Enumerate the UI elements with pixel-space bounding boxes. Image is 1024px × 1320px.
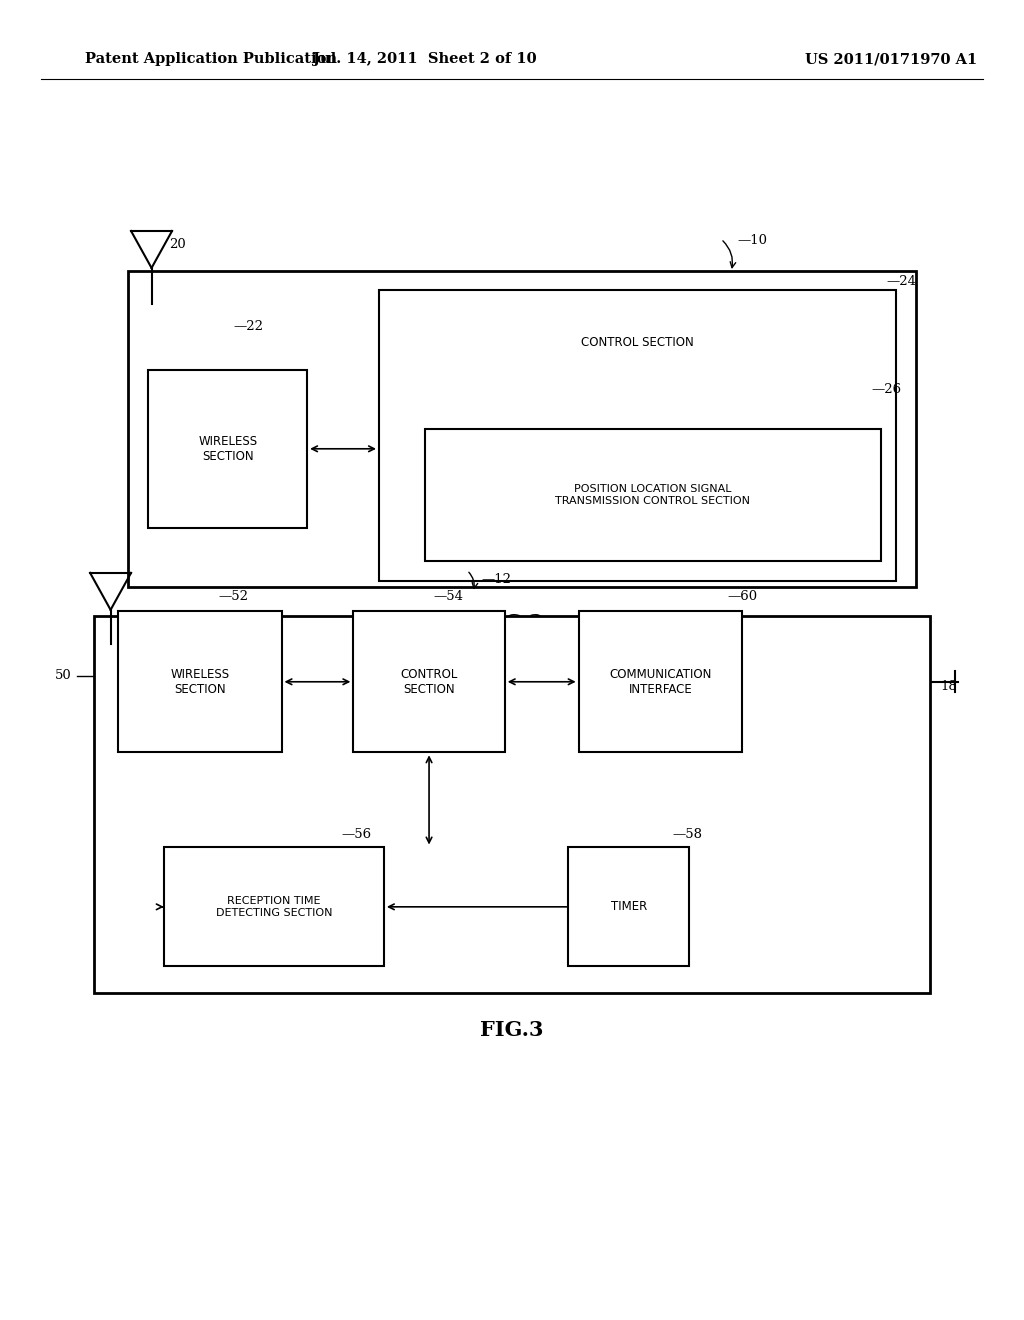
Bar bbox=[128, 271, 916, 587]
Bar bbox=[379, 290, 896, 581]
Text: FIG.2: FIG.2 bbox=[480, 612, 544, 634]
Bar bbox=[579, 611, 742, 752]
Text: —12: —12 bbox=[481, 573, 511, 586]
Text: CONTROL
SECTION: CONTROL SECTION bbox=[400, 668, 458, 696]
Text: —54: —54 bbox=[433, 590, 463, 603]
Text: 50: 50 bbox=[55, 669, 72, 682]
Text: 20: 20 bbox=[169, 238, 185, 251]
Bar bbox=[94, 616, 930, 993]
Bar bbox=[568, 847, 689, 966]
Text: POSITION LOCATION SIGNAL
TRANSMISSION CONTROL SECTION: POSITION LOCATION SIGNAL TRANSMISSION CO… bbox=[555, 484, 751, 506]
Text: —60: —60 bbox=[727, 590, 757, 603]
Text: Patent Application Publication: Patent Application Publication bbox=[85, 53, 337, 66]
Text: FIG.3: FIG.3 bbox=[480, 1019, 544, 1040]
Text: —52: —52 bbox=[218, 590, 248, 603]
Text: COMMUNICATION
INTERFACE: COMMUNICATION INTERFACE bbox=[609, 668, 712, 696]
Text: —58: —58 bbox=[673, 828, 702, 841]
Bar bbox=[118, 611, 282, 752]
Text: WIRELESS
SECTION: WIRELESS SECTION bbox=[199, 434, 257, 463]
Text: Jul. 14, 2011  Sheet 2 of 10: Jul. 14, 2011 Sheet 2 of 10 bbox=[313, 53, 537, 66]
Text: —10: —10 bbox=[737, 234, 767, 247]
Bar bbox=[353, 611, 505, 752]
Text: TIMER: TIMER bbox=[610, 900, 647, 913]
Text: —22: —22 bbox=[233, 319, 263, 333]
Bar bbox=[164, 847, 384, 966]
Text: CONTROL SECTION: CONTROL SECTION bbox=[581, 337, 694, 350]
Text: RECEPTION TIME
DETECTING SECTION: RECEPTION TIME DETECTING SECTION bbox=[216, 896, 332, 917]
Bar bbox=[425, 429, 881, 561]
Text: 18: 18 bbox=[940, 680, 956, 693]
Text: —24: —24 bbox=[887, 275, 916, 288]
Bar bbox=[148, 370, 307, 528]
Text: WIRELESS
SECTION: WIRELESS SECTION bbox=[170, 668, 229, 696]
Text: —56: —56 bbox=[341, 828, 371, 841]
Text: —26: —26 bbox=[871, 383, 901, 396]
Text: US 2011/0171970 A1: US 2011/0171970 A1 bbox=[805, 53, 977, 66]
